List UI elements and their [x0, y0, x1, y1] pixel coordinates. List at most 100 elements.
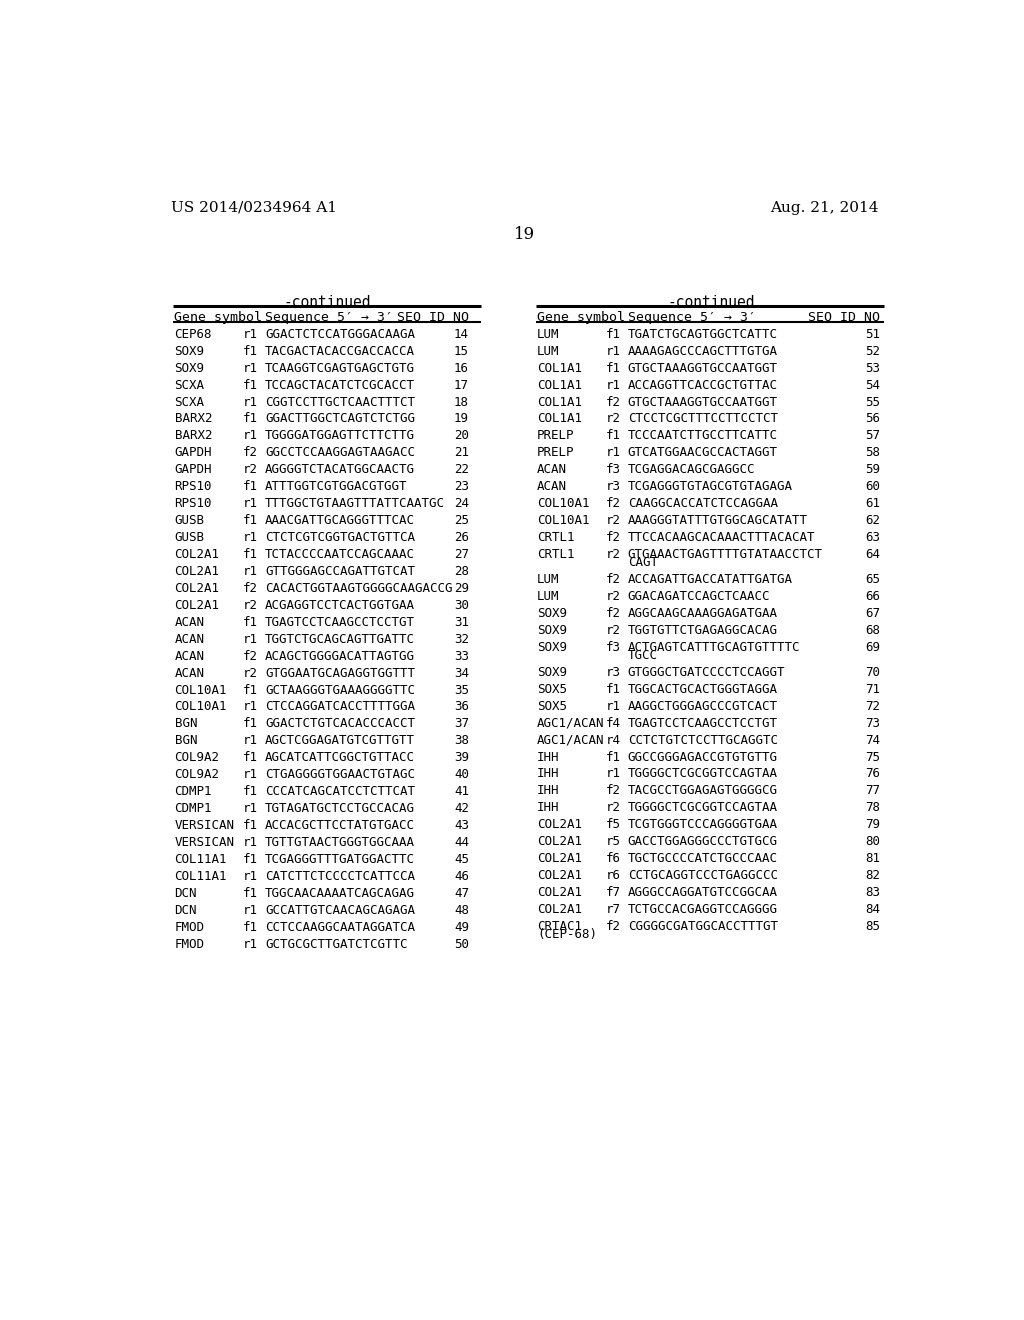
Text: f1: f1: [243, 412, 258, 425]
Text: 38: 38: [454, 734, 469, 747]
Text: TTTGGCTGTAAGTTTATTCAATGC: TTTGGCTGTAAGTTTATTCAATGC: [265, 498, 445, 511]
Text: CDMP1: CDMP1: [174, 785, 212, 799]
Text: 17: 17: [454, 379, 469, 392]
Text: GTGGGCTGATCCCCTCCAGGT: GTGGGCTGATCCCCTCCAGGT: [628, 665, 785, 678]
Text: 42: 42: [454, 803, 469, 816]
Text: LUM: LUM: [538, 327, 560, 341]
Text: CTCCTCGCTTTCCTTCCTCT: CTCCTCGCTTTCCTTCCTCT: [628, 412, 778, 425]
Text: f3: f3: [605, 463, 621, 477]
Text: r1: r1: [605, 345, 621, 358]
Text: CEP68: CEP68: [174, 327, 212, 341]
Text: SOX9: SOX9: [538, 624, 567, 636]
Text: SEQ ID NO: SEQ ID NO: [397, 312, 469, 323]
Text: PRELP: PRELP: [538, 429, 574, 442]
Text: TTCCACAAGCACAAACTTTACACAT: TTCCACAAGCACAAACTTTACACAT: [628, 531, 815, 544]
Text: 81: 81: [864, 853, 880, 865]
Text: AGGGCCAGGATGTCCGGCAA: AGGGCCAGGATGTCCGGCAA: [628, 886, 778, 899]
Text: f1: f1: [243, 684, 258, 697]
Text: 44: 44: [454, 836, 469, 849]
Text: 34: 34: [454, 667, 469, 680]
Text: TGGTGTTCTGAGAGGCACAG: TGGTGTTCTGAGAGGCACAG: [628, 624, 778, 636]
Text: AAGGCTGGGAGCCCGTCACT: AAGGCTGGGAGCCCGTCACT: [628, 700, 778, 713]
Text: r5: r5: [605, 836, 621, 849]
Text: f1: f1: [243, 548, 258, 561]
Text: 26: 26: [454, 531, 469, 544]
Text: r1: r1: [243, 632, 258, 645]
Text: 48: 48: [454, 904, 469, 917]
Text: CRTAC1: CRTAC1: [538, 920, 583, 933]
Text: 77: 77: [864, 784, 880, 797]
Text: CATCTTCTCCCCTCATTCCA: CATCTTCTCCCCTCATTCCA: [265, 870, 415, 883]
Text: GAPDH: GAPDH: [174, 463, 212, 477]
Text: r1: r1: [243, 734, 258, 747]
Text: f5: f5: [605, 818, 621, 832]
Text: 30: 30: [454, 599, 469, 612]
Text: f3: f3: [605, 640, 621, 653]
Text: AGCATCATTCGGCTGTTACC: AGCATCATTCGGCTGTTACC: [265, 751, 415, 764]
Text: f2: f2: [243, 649, 258, 663]
Text: 43: 43: [454, 818, 469, 832]
Text: f1: f1: [243, 785, 258, 799]
Text: VERSICAN: VERSICAN: [174, 818, 234, 832]
Text: CAGT: CAGT: [628, 556, 657, 569]
Text: 53: 53: [864, 362, 880, 375]
Text: 56: 56: [864, 412, 880, 425]
Text: TGAGTCCTCAAGCCTCCTGT: TGAGTCCTCAAGCCTCCTGT: [265, 615, 415, 628]
Text: r1: r1: [243, 531, 258, 544]
Text: COL1A1: COL1A1: [538, 379, 583, 392]
Text: FMOD: FMOD: [174, 921, 205, 933]
Text: RPS10: RPS10: [174, 498, 212, 511]
Text: ACAN: ACAN: [538, 463, 567, 477]
Text: 51: 51: [864, 327, 880, 341]
Text: ACTGAGTCATTTGCAGTGTTTTC: ACTGAGTCATTTGCAGTGTTTTC: [628, 640, 801, 653]
Text: COL2A1: COL2A1: [538, 836, 583, 849]
Text: COL2A1: COL2A1: [538, 903, 583, 916]
Text: ACAN: ACAN: [538, 480, 567, 494]
Text: ACAN: ACAN: [174, 649, 205, 663]
Text: r1: r1: [605, 446, 621, 459]
Text: r7: r7: [605, 903, 621, 916]
Text: 47: 47: [454, 887, 469, 900]
Text: r1: r1: [243, 937, 258, 950]
Text: COL2A1: COL2A1: [174, 599, 219, 612]
Text: TGGGGCTCGCGGTCCAGTAA: TGGGGCTCGCGGTCCAGTAA: [628, 801, 778, 814]
Text: 66: 66: [864, 590, 880, 603]
Text: CGGTCCTTGCTCAACTTTCT: CGGTCCTTGCTCAACTTTCT: [265, 396, 415, 409]
Text: TCGAGGGTGTAGCGTGTAGAGA: TCGAGGGTGTAGCGTGTAGAGA: [628, 480, 793, 494]
Text: 74: 74: [864, 734, 880, 747]
Text: r4: r4: [605, 734, 621, 747]
Text: r2: r2: [605, 590, 621, 603]
Text: SCXA: SCXA: [174, 379, 205, 392]
Text: 63: 63: [864, 531, 880, 544]
Text: COL10A1: COL10A1: [174, 684, 227, 697]
Text: GGACAGATCCAGCTCAACC: GGACAGATCCAGCTCAACC: [628, 590, 770, 603]
Text: 21: 21: [454, 446, 469, 459]
Text: TGGCACTGCACTGGGTAGGA: TGGCACTGCACTGGGTAGGA: [628, 682, 778, 696]
Text: TGATCTGCAGTGGCTCATTC: TGATCTGCAGTGGCTCATTC: [628, 327, 778, 341]
Text: 84: 84: [864, 903, 880, 916]
Text: COL10A1: COL10A1: [538, 515, 590, 527]
Text: 82: 82: [864, 869, 880, 882]
Text: f1: f1: [243, 853, 258, 866]
Text: ACAN: ACAN: [174, 667, 205, 680]
Text: r1: r1: [605, 379, 621, 392]
Text: COL11A1: COL11A1: [174, 853, 227, 866]
Text: 49: 49: [454, 921, 469, 933]
Text: 29: 29: [454, 582, 469, 595]
Text: ATTTGGTCGTGGACGTGGT: ATTTGGTCGTGGACGTGGT: [265, 480, 408, 494]
Text: 65: 65: [864, 573, 880, 586]
Text: Aug. 21, 2014: Aug. 21, 2014: [770, 201, 879, 215]
Text: f2: f2: [605, 784, 621, 797]
Text: 40: 40: [454, 768, 469, 781]
Text: TGTAGATGCTCCTGCCACAG: TGTAGATGCTCCTGCCACAG: [265, 803, 415, 816]
Text: COL1A1: COL1A1: [538, 396, 583, 409]
Text: DCN: DCN: [174, 904, 197, 917]
Text: 68: 68: [864, 624, 880, 636]
Text: r6: r6: [605, 869, 621, 882]
Text: 50: 50: [454, 937, 469, 950]
Text: r1: r1: [605, 767, 621, 780]
Text: COL9A2: COL9A2: [174, 768, 219, 781]
Text: CCTCTGTCTCCTTGCAGGTC: CCTCTGTCTCCTTGCAGGTC: [628, 734, 778, 747]
Text: f1: f1: [243, 751, 258, 764]
Text: CDMP1: CDMP1: [174, 803, 212, 816]
